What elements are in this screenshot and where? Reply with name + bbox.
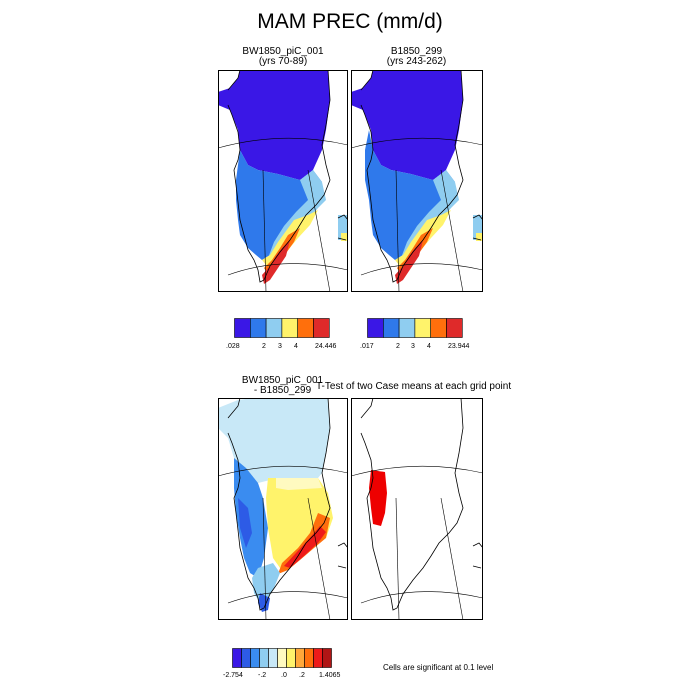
panel1-title: BW1850_piC_001 (yrs 70-89) bbox=[218, 47, 348, 67]
panel3-title-line2: - B1850_299 bbox=[253, 385, 312, 396]
cb3-label-5: 1.4065 bbox=[319, 672, 341, 679]
cb1-boxes-box-3 bbox=[281, 318, 299, 338]
colorbar1 bbox=[234, 318, 330, 338]
cb3-boxes-box-8 bbox=[304, 648, 314, 668]
cb2-label-4: 4 bbox=[427, 343, 431, 350]
panel3-field bbox=[218, 398, 333, 612]
cb3-boxes-box-10 bbox=[322, 648, 332, 668]
cb3-boxes-box-6 bbox=[286, 648, 296, 668]
panel2-map bbox=[351, 70, 483, 292]
panel1-coastline bbox=[227, 70, 348, 283]
cb3-boxes-box-2 bbox=[250, 648, 260, 668]
panel2-field bbox=[351, 70, 483, 284]
cb3-boxes-box-9 bbox=[313, 648, 323, 668]
panel1-title-line1: BW1850_piC_001 bbox=[242, 46, 324, 57]
cb1-boxes-box-0 bbox=[234, 318, 251, 338]
cb1-boxes-box-1 bbox=[249, 318, 267, 338]
panel3-title-line1: BW1850_piC_001 bbox=[241, 375, 324, 386]
cb2-boxes-box-1 bbox=[382, 318, 400, 338]
colorbar2 bbox=[367, 318, 463, 338]
cb3-label-1: -2.754 bbox=[223, 672, 243, 679]
cb1-label-4: 4 bbox=[294, 343, 298, 350]
panel2-title-line1: B1850_299 bbox=[390, 46, 443, 57]
panel3-gridlines bbox=[218, 465, 348, 620]
cb2-label-5: 23.944 bbox=[448, 343, 470, 350]
cb1-boxes-box-5 bbox=[313, 318, 330, 338]
cb1-boxes-box-2 bbox=[265, 318, 283, 338]
cb3-boxes-box-3 bbox=[259, 648, 269, 668]
panel2-coastline bbox=[360, 70, 483, 283]
panel2-title-line2: (yrs 243-262) bbox=[386, 56, 447, 67]
panel1-title-line2: (yrs 70-89) bbox=[258, 56, 308, 67]
cb2-boxes-box-3 bbox=[414, 318, 432, 338]
panel4-map bbox=[351, 398, 483, 620]
panel4-coastline bbox=[360, 398, 483, 611]
panel1-map bbox=[218, 70, 348, 292]
cb3-boxes-box-5 bbox=[277, 648, 287, 668]
panel2-title: B1850_299 (yrs 243-262) bbox=[351, 47, 482, 67]
cb2-label-3: 3 bbox=[411, 343, 415, 350]
panel4-significant-cells bbox=[369, 470, 387, 526]
panel2-gridlines bbox=[351, 137, 483, 292]
panel3-coastline bbox=[227, 398, 348, 611]
cb1-label-2: 2 bbox=[262, 343, 266, 350]
cb2-boxes-box-5 bbox=[446, 318, 463, 338]
cb2-label-1: .017 bbox=[360, 343, 374, 350]
cb2-boxes-box-0 bbox=[367, 318, 384, 338]
cb3-label-2: -.2 bbox=[258, 672, 267, 679]
cb3-label-4: .2 bbox=[299, 672, 305, 679]
panel1-gridlines bbox=[218, 137, 348, 292]
cb3-boxes-box-7 bbox=[295, 648, 305, 668]
figure-title: MAM PREC (mm/d) bbox=[257, 10, 443, 33]
cb3-boxes-box-1 bbox=[241, 648, 251, 668]
cb1-label-3: 3 bbox=[278, 343, 282, 350]
cb2-boxes-box-4 bbox=[430, 318, 447, 338]
significance-note: Cells are significant at 0.1 level bbox=[383, 663, 494, 672]
panel3-map bbox=[218, 398, 348, 620]
cb2-boxes-box-2 bbox=[398, 318, 416, 338]
colorbar3 bbox=[232, 648, 332, 668]
panel3-title: BW1850_piC_001 - B1850_299 bbox=[220, 376, 345, 396]
cb3-label-3: .0 bbox=[281, 672, 287, 679]
cb3-boxes-box-4 bbox=[268, 648, 278, 668]
cb2-label-2: 2 bbox=[396, 343, 400, 350]
panel1-field bbox=[218, 70, 348, 284]
panel4-title: T-Test of two Case means at each grid po… bbox=[316, 381, 512, 392]
cb1-label-1: .028 bbox=[226, 343, 240, 350]
panel4-gridlines bbox=[351, 465, 483, 620]
cb3-boxes-box-0 bbox=[232, 648, 242, 668]
cb1-label-5: 24.446 bbox=[315, 343, 337, 350]
cb1-boxes-box-4 bbox=[297, 318, 314, 338]
